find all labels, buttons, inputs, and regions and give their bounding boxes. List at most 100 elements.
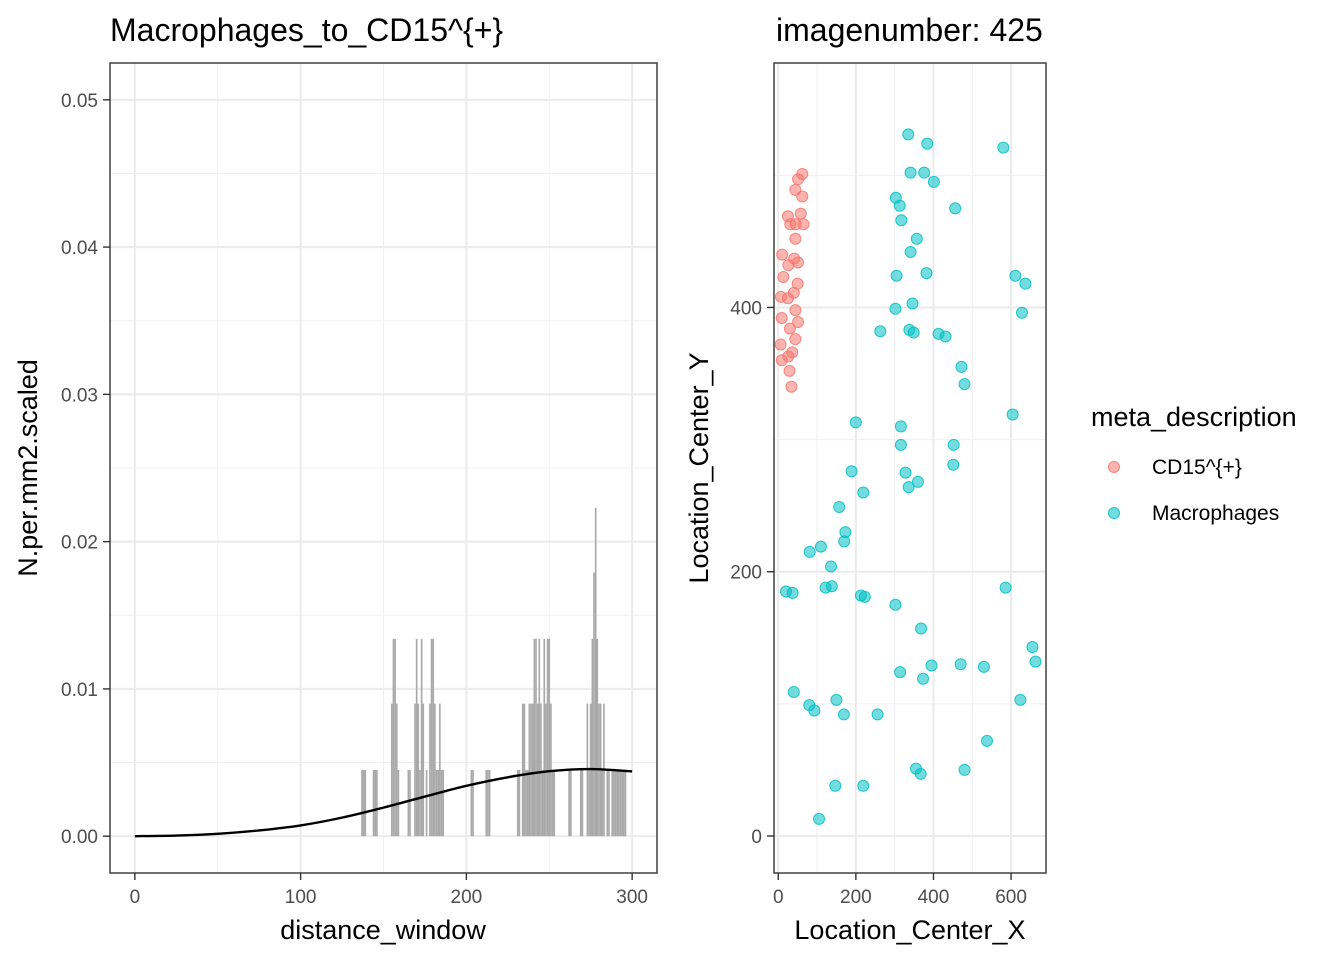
histogram-bar [593,572,595,837]
scatter-point [825,560,838,573]
scatter-point [794,207,807,220]
histogram-bar [568,769,570,837]
scatter-point [874,325,887,338]
histogram-bar [541,769,544,837]
h-x-tick-label: 0 [130,887,141,908]
histogram-bar [364,769,367,837]
histogram-bar [581,769,584,837]
s-x-tick-label: 400 [918,887,950,908]
h-y-tick-label: 0.00 [61,827,98,848]
scatter-point [783,322,796,335]
histogram-bar [538,638,541,837]
scatter-point [906,297,919,310]
histogram-bar [623,769,625,837]
histogram-bar [579,769,582,837]
scatter-point [915,622,928,635]
legend-label-macrophages: Macrophages [1152,502,1279,525]
s-x-tick-label: 600 [995,887,1027,908]
scatter-point [845,465,858,478]
scatter-point [907,326,920,339]
histogram-bar [376,769,378,837]
scatter-point [857,779,870,792]
scatter-point [910,232,923,245]
histogram-panel: Macrophages_to_CD15^{+} 0 100 200 300 0.000… [13,12,658,945]
s-y-tick-label: 200 [730,563,762,584]
scatter-point [927,175,940,188]
histogram-bar [435,769,438,837]
histogram-bar [518,769,521,837]
histogram-bar [409,769,411,837]
scatter-point [894,420,907,433]
histogram-bar [526,769,529,837]
histogram-bar [619,769,622,837]
scatter-point [958,378,971,391]
scatter-panel: imagenumber: 425 0 200 400 600 0 200 400 Loca… [684,12,1047,945]
h-x-tick-label: 300 [616,887,648,908]
histogram-bar [372,769,375,837]
histogram-bar [624,769,627,837]
histogram-bar [470,769,473,837]
scatter-point [1014,693,1027,706]
density-curve [134,767,633,838]
scatter-point [803,545,816,558]
scatter-point [893,199,906,212]
scatter-point [914,767,927,780]
scatter-point [819,581,832,594]
scatter-point [904,166,917,179]
histogram-bar [442,769,445,837]
scatter-point [958,763,971,776]
histogram-bar [425,769,428,837]
h-y-tick-label: 0.03 [61,385,98,406]
scatter-point [889,598,902,611]
histogram-bar [551,769,554,837]
scatter-point [796,190,809,203]
histogram-bar [437,769,440,837]
scatter-point [838,535,851,548]
histogram-bar [472,769,474,837]
histogram-bar [485,769,488,837]
scatter-point [890,269,903,282]
scatter-point [920,267,933,280]
series-cd15 [774,167,810,393]
scatter-point [921,137,934,150]
histogram-bar [362,769,365,837]
scatter-point [999,581,1012,594]
scatter-point [814,540,827,553]
histogram-bar [487,769,489,837]
histogram-bar [591,638,594,837]
histogram-bar [429,703,431,837]
legend-key-macrophages [1108,507,1120,519]
histogram-bar [588,769,590,837]
scatter-point [789,232,802,245]
scatter-point [997,141,1010,154]
histogram-title: Macrophages_to_CD15^{+} [110,12,503,48]
scatter-point [895,214,908,227]
scatter-point [911,475,924,488]
histogram-bar [521,703,524,837]
s-y-tick-label: 400 [730,298,762,319]
histogram-bar [394,638,396,837]
scatter-point [783,364,796,377]
scatter-point [777,271,790,284]
scatter-point [792,173,805,186]
scatter-point [939,330,952,343]
histogram-bar [569,769,572,837]
scatter-point [774,338,787,351]
scatter-point [1006,408,1019,421]
scatter-point [829,779,842,792]
histogram-bar [596,638,599,837]
scatter-point [789,304,802,317]
legend-key-cd15 [1108,461,1120,473]
histogram-bar [548,638,551,837]
scatter-point [775,312,788,325]
histogram-bar [536,703,539,837]
histogram-bar [535,638,537,837]
scatter-point [947,458,960,471]
histogram-bar [618,769,620,837]
histogram-bar [488,769,491,837]
scatter-point [918,166,931,179]
histogram-bar [440,769,443,837]
histogram-bar [392,638,395,837]
histogram-bar [395,703,398,837]
